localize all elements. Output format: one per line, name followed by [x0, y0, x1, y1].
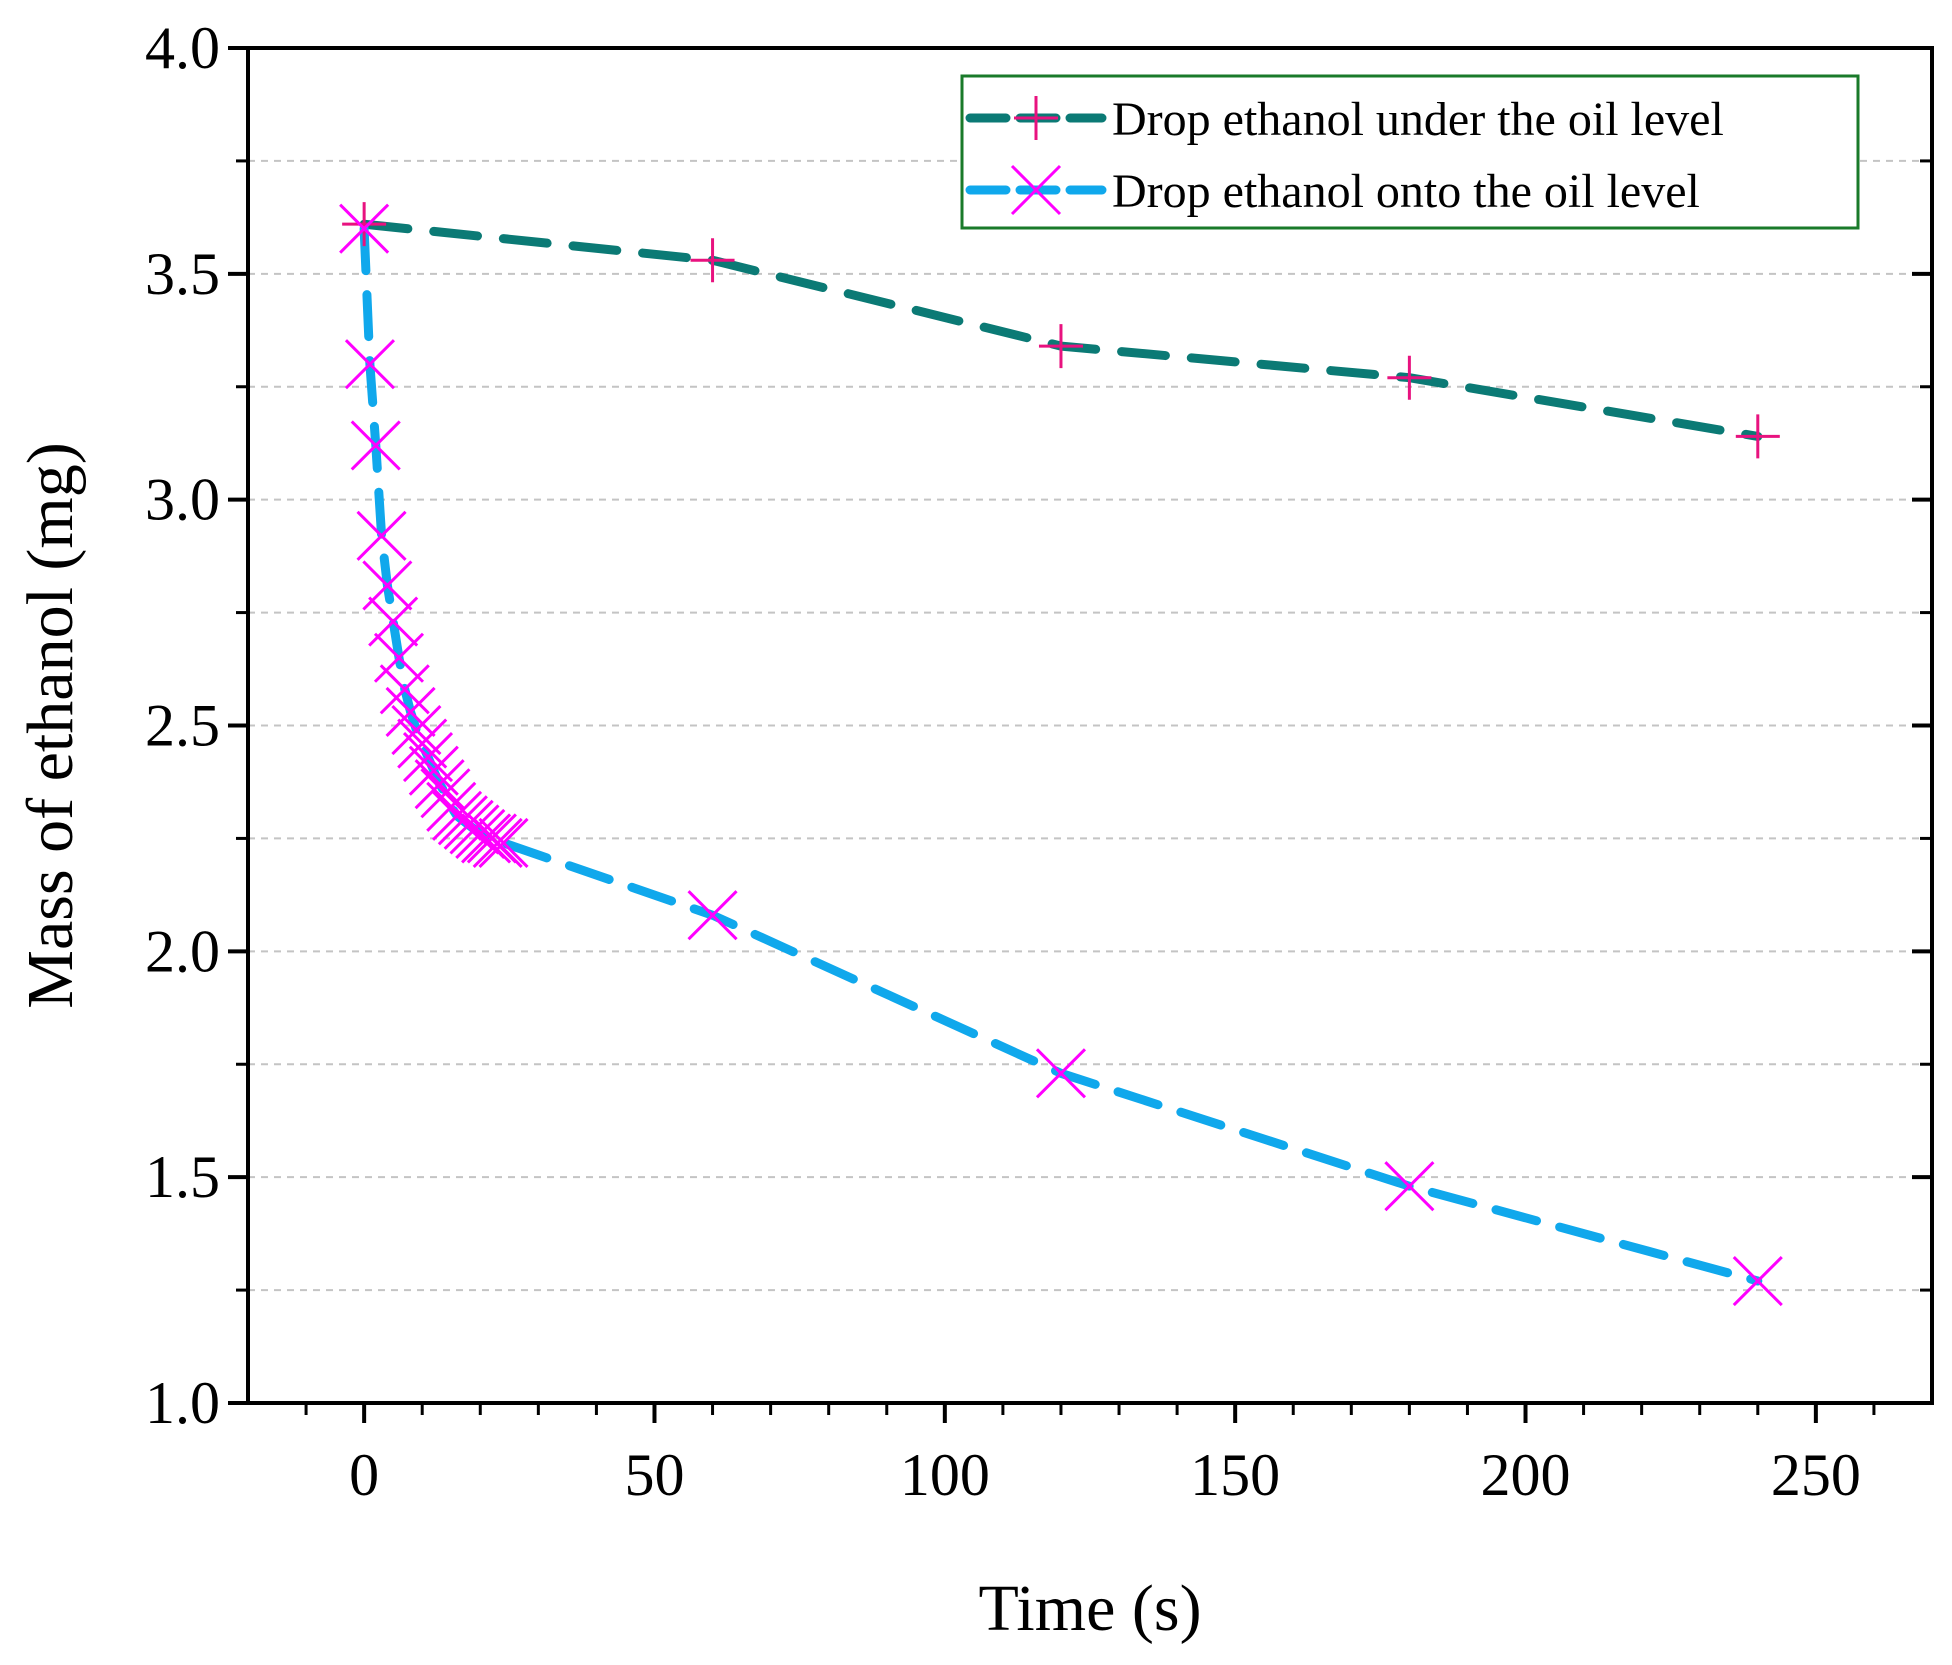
data-point-plus [1735, 414, 1780, 459]
data-point-plus [1038, 324, 1083, 369]
data-point-x [461, 813, 512, 864]
series-markers [339, 202, 1783, 1307]
y-tick-label: 3.5 [145, 241, 220, 307]
data-point-x [391, 704, 442, 756]
legend-label: Drop ethanol under the oil level [1112, 93, 1724, 146]
legend-label: Drop ethanol onto the oil level [1112, 165, 1700, 218]
y-tick-label: 4.0 [145, 15, 220, 81]
data-point-x [414, 759, 465, 810]
data-point-x [397, 718, 448, 769]
data-point-x [350, 420, 401, 471]
data-point-x [1732, 1255, 1783, 1307]
x-tick-label: 250 [1771, 1442, 1861, 1508]
data-point-x [472, 817, 523, 868]
data-point-plus [342, 202, 387, 247]
x-tick-label: 0 [349, 1442, 379, 1508]
data-point-x [1384, 1161, 1435, 1212]
data-point-x [344, 339, 396, 390]
data-point-x [385, 686, 436, 738]
data-point-plus [1387, 355, 1432, 400]
data-point-x [687, 890, 738, 941]
data-point-x [1035, 1048, 1087, 1099]
y-tick-label: 2.5 [145, 693, 220, 759]
data-point-x [420, 768, 471, 819]
y-axis-title: Mass of ethanol (mg) [14, 442, 87, 1008]
data-point-plus [1014, 96, 1058, 140]
x-tick-label: 200 [1481, 1442, 1571, 1508]
axes: 1.0 1.5 2.0 2.5 3.0 3.5 4.0 0 50 100 150 200 250 [145, 15, 1932, 1508]
y-tick-label: 3.0 [145, 467, 220, 533]
data-point-x [1010, 164, 1062, 216]
y-tick-label: 2.0 [145, 918, 220, 984]
data-point-x [408, 745, 459, 796]
legend-box [960, 74, 1860, 230]
data-point-x [356, 510, 407, 561]
y-tick-label: 1.0 [145, 1370, 220, 1436]
data-point-plus [690, 238, 735, 283]
x-axis-title: Time (s) [978, 1572, 1201, 1645]
data-point-x [478, 817, 529, 868]
data-point-x [339, 203, 390, 254]
x-tick-label: 50 [624, 1442, 684, 1508]
data-point-x [402, 732, 454, 783]
x-tick-label: 150 [1190, 1442, 1280, 1508]
data-point-x [379, 664, 430, 715]
data-point-x [373, 632, 425, 683]
legend: Drop ethanol under the oil level Drop eth… [960, 74, 1860, 230]
x-tick-label: 100 [900, 1442, 990, 1508]
y-tick-label: 1.5 [145, 1144, 220, 1210]
